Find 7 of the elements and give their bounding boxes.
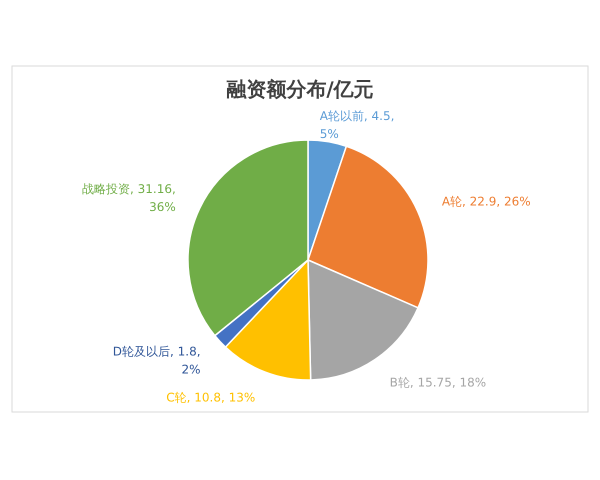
chart-title: 融资额分布/亿元 bbox=[226, 77, 374, 101]
slice-label: C轮, 10.8, 13% bbox=[166, 390, 256, 405]
slice-label: 战略投资, 31.16, 36% bbox=[82, 182, 176, 214]
slice-label: D轮及以后, 1.8, 2% bbox=[112, 344, 201, 376]
slice-label: B轮, 15.75, 18% bbox=[390, 376, 486, 390]
slice-label: A轮以前, 4.5, 5% bbox=[320, 109, 394, 141]
slice-label: A轮, 22.9, 26% bbox=[442, 194, 531, 209]
